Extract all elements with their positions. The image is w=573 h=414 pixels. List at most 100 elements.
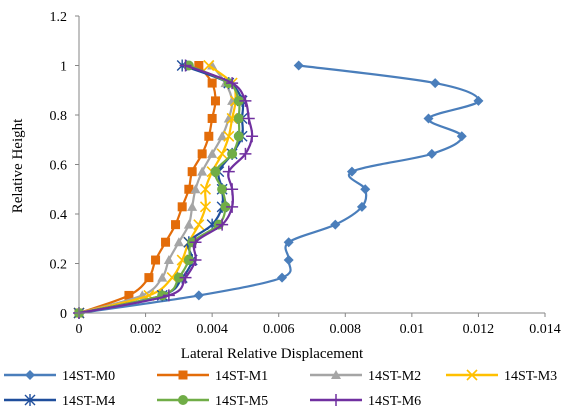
y-tick-label: 0.6 bbox=[50, 159, 68, 174]
legend-marker-x bbox=[466, 369, 478, 381]
tick-labels-group: 0 0.2 0.4 0.6 0.8 1 1.2 0 0.002 0.004 0.006 0.008 0.… bbox=[50, 10, 561, 337]
legend-item: 14ST-M0 bbox=[4, 369, 115, 384]
legend-label: 14ST-M0 bbox=[62, 369, 115, 384]
data-point-x bbox=[193, 219, 205, 231]
data-point-diamond bbox=[356, 201, 367, 212]
data-point-x bbox=[216, 148, 228, 160]
data-point-diamond bbox=[283, 255, 294, 266]
legend-label: 14ST-M2 bbox=[368, 369, 421, 384]
y-tick-label: 0.2 bbox=[50, 258, 68, 273]
data-point-square bbox=[144, 273, 154, 283]
data-point-plus bbox=[222, 165, 235, 178]
series-14st-m2 bbox=[74, 60, 238, 317]
legend-marker-asterisk bbox=[24, 394, 36, 406]
legend-item: 14ST-M6 bbox=[310, 394, 421, 409]
data-point-circle bbox=[183, 255, 194, 266]
data-point-triangle bbox=[157, 272, 168, 282]
data-point-square bbox=[161, 237, 171, 247]
data-point-triangle bbox=[163, 255, 174, 265]
data-point-plus bbox=[189, 236, 202, 249]
legend-item: 14ST-M4 bbox=[4, 394, 115, 409]
series-line bbox=[78, 64, 234, 315]
axes-group bbox=[78, 16, 545, 314]
data-point-square bbox=[210, 96, 220, 106]
data-point-square bbox=[194, 61, 204, 70]
y-tick-label: 1 bbox=[60, 60, 67, 75]
data-point-triangle bbox=[183, 219, 194, 229]
data-point-diamond bbox=[330, 219, 341, 230]
x-tick-label: 0.012 bbox=[463, 322, 495, 337]
data-point-plus bbox=[162, 289, 175, 302]
legend-marker-circle bbox=[178, 395, 188, 405]
legend: 14ST-M0 14ST-M1 14ST-M2 14ST-M3 14ST-M4 14ST-… bbox=[4, 369, 557, 409]
data-point-diamond bbox=[293, 60, 304, 71]
data-point-triangle bbox=[217, 131, 228, 141]
x-tick-label: 0.006 bbox=[263, 322, 295, 337]
data-point-diamond bbox=[277, 272, 288, 283]
legend-marker-plus bbox=[330, 394, 342, 406]
data-point-square bbox=[184, 184, 194, 194]
legend-label: 14ST-M6 bbox=[368, 394, 421, 409]
data-point-plus bbox=[179, 271, 192, 284]
data-point-square bbox=[207, 113, 217, 123]
y-tick-label: 1.2 bbox=[50, 10, 68, 25]
y-tick-label: 0.8 bbox=[50, 109, 68, 124]
legend-item: 14ST-M5 bbox=[157, 394, 268, 409]
x-tick-label: 0.008 bbox=[330, 322, 362, 337]
x-tick-label: 0 bbox=[76, 322, 83, 337]
data-point-circle bbox=[233, 131, 244, 142]
legend-label: 14ST-M1 bbox=[215, 369, 268, 384]
data-point-x bbox=[199, 201, 212, 213]
data-point-plus bbox=[242, 112, 255, 125]
data-point-square bbox=[124, 290, 134, 300]
x-tick-label: 0.004 bbox=[196, 322, 228, 337]
data-point-circle bbox=[233, 95, 244, 106]
data-point-diamond bbox=[346, 166, 357, 177]
data-point-diamond bbox=[426, 148, 437, 159]
data-point-square bbox=[177, 202, 187, 212]
legend-marker-square bbox=[178, 370, 188, 380]
data-point-plus bbox=[246, 130, 259, 143]
x-tick-label: 0.01 bbox=[400, 322, 425, 337]
data-point-diamond bbox=[423, 113, 434, 124]
legend-item: 14ST-M1 bbox=[157, 369, 268, 384]
x-tick-label: 0.002 bbox=[130, 322, 162, 337]
series-14st-m1 bbox=[74, 61, 220, 318]
data-point-triangle bbox=[187, 201, 198, 211]
data-point-plus bbox=[216, 218, 229, 231]
data-point-diamond bbox=[473, 95, 484, 106]
series-line bbox=[78, 64, 480, 315]
data-point-square bbox=[187, 167, 197, 177]
data-point-triangle bbox=[207, 148, 218, 158]
data-point-circle bbox=[210, 166, 221, 177]
legend-label: 14ST-M4 bbox=[62, 394, 115, 409]
legend-item: 14ST-M2 bbox=[310, 369, 421, 384]
x-tick-label: 0.014 bbox=[529, 322, 561, 337]
series-14st-m5 bbox=[74, 60, 244, 318]
legend-label: 14ST-M5 bbox=[215, 394, 268, 409]
data-point-plus bbox=[226, 200, 239, 213]
data-point-plus bbox=[239, 94, 252, 107]
data-point-circle bbox=[220, 201, 231, 212]
data-point-x bbox=[199, 183, 212, 195]
data-point-square bbox=[207, 78, 217, 88]
data-point-diamond bbox=[430, 78, 441, 89]
data-point-square bbox=[171, 220, 181, 230]
plot-series-group bbox=[73, 59, 484, 319]
legend-marker-diamond bbox=[25, 370, 35, 380]
data-point-square bbox=[197, 149, 207, 159]
data-point-circle bbox=[233, 113, 244, 124]
data-point-plus bbox=[226, 77, 239, 90]
legend-marker-triangle bbox=[331, 370, 341, 379]
data-point-circle bbox=[227, 148, 238, 159]
data-point-diamond bbox=[360, 184, 371, 195]
legend-label: 14ST-M3 bbox=[504, 369, 557, 384]
data-point-triangle bbox=[173, 237, 184, 247]
legend-item: 14ST-M3 bbox=[446, 369, 557, 384]
data-point-circle bbox=[217, 184, 228, 195]
data-point-square bbox=[151, 255, 161, 265]
data-point-x bbox=[223, 130, 235, 142]
data-point-plus bbox=[179, 59, 192, 72]
data-point-triangle bbox=[197, 166, 208, 176]
